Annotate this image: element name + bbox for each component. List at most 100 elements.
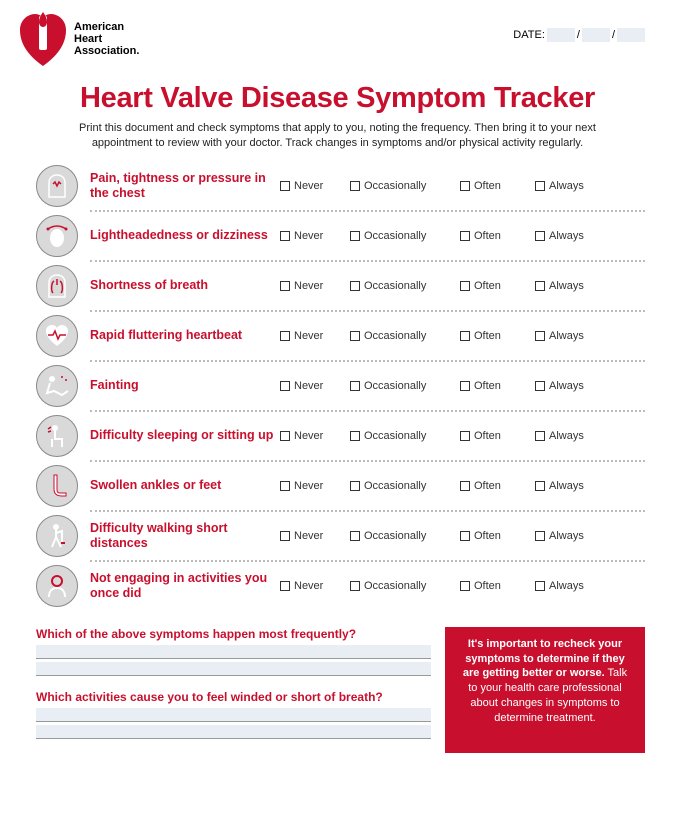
answer-line[interactable]	[36, 662, 431, 676]
checkbox[interactable]	[280, 481, 290, 491]
symptom-label: Shortness of breath	[90, 278, 280, 293]
checkbox[interactable]	[460, 231, 470, 241]
frequency-option[interactable]: Never	[280, 480, 350, 492]
checkbox[interactable]	[535, 181, 545, 191]
checkbox[interactable]	[535, 431, 545, 441]
frequency-options: Never Occasionally OftenAlways	[280, 180, 645, 192]
frequency-option[interactable]: Often	[460, 330, 535, 342]
frequency-options: NeverOccasionallyOften Always	[280, 380, 645, 392]
frequency-option[interactable]: Never	[280, 430, 350, 442]
frequency-option[interactable]: Often	[460, 180, 535, 192]
symptom-row: Lightheadedness or dizzinessNeverOccasio…	[0, 211, 675, 261]
frequency-option[interactable]: Always	[535, 480, 605, 492]
answer-line[interactable]	[36, 645, 431, 659]
frequency-option[interactable]: Never	[280, 180, 350, 192]
frequency-option[interactable]: Occasionally	[350, 330, 460, 342]
frequency-option[interactable]: Often	[460, 230, 535, 242]
checkbox[interactable]	[280, 431, 290, 441]
checkbox[interactable]	[350, 431, 360, 441]
frequency-option[interactable]: Never	[280, 330, 350, 342]
frequency-option[interactable]: Never	[280, 230, 350, 242]
checkbox[interactable]	[535, 481, 545, 491]
checkbox[interactable]	[280, 281, 290, 291]
frequency-option[interactable]: Occasionally	[350, 230, 460, 242]
frequency-option[interactable]: Never	[280, 280, 350, 292]
fainting-icon	[36, 365, 78, 407]
frequency-option[interactable]: Often	[460, 430, 535, 442]
checkbox[interactable]	[460, 331, 470, 341]
frequency-option[interactable]: Always	[535, 230, 605, 242]
answer-line[interactable]	[36, 725, 431, 739]
frequency-options: NeverOccasionallyOftenAlways	[280, 230, 645, 242]
checkbox[interactable]	[280, 581, 290, 591]
frequency-option[interactable]: Always	[535, 580, 605, 592]
frequency-label: Always	[549, 530, 584, 542]
checkbox[interactable]	[460, 431, 470, 441]
checkbox[interactable]	[535, 581, 545, 591]
checkbox[interactable]	[535, 281, 545, 291]
checkbox[interactable]	[350, 381, 360, 391]
sitting-icon	[36, 415, 78, 457]
checkbox[interactable]	[460, 381, 470, 391]
date-field-2[interactable]	[582, 28, 610, 42]
frequency-label: Often	[474, 330, 501, 342]
frequency-option[interactable]: Often	[460, 480, 535, 492]
heart-torch-logo-icon	[18, 10, 68, 68]
symptom-row: Shortness of breathNeverOccasionallyOfte…	[0, 261, 675, 311]
frequency-option[interactable]: Often	[460, 380, 535, 392]
checkbox[interactable]	[350, 481, 360, 491]
checkbox[interactable]	[350, 331, 360, 341]
frequency-option[interactable]: Always	[535, 380, 605, 392]
answer-line[interactable]	[36, 708, 431, 722]
frequency-option[interactable]: Occasionally	[350, 280, 460, 292]
frequency-option[interactable]: Always	[535, 330, 605, 342]
checkbox[interactable]	[350, 281, 360, 291]
checkbox[interactable]	[280, 381, 290, 391]
frequency-label: Always	[549, 380, 584, 392]
checkbox[interactable]	[280, 181, 290, 191]
checkbox[interactable]	[535, 331, 545, 341]
frequency-option[interactable]: Never	[280, 380, 350, 392]
checkbox[interactable]	[280, 531, 290, 541]
checkbox[interactable]	[460, 531, 470, 541]
frequency-option[interactable]: Often	[460, 580, 535, 592]
frequency-option[interactable]: Never	[280, 530, 350, 542]
frequency-option[interactable]: Occasionally	[350, 530, 460, 542]
frequency-option[interactable]: Occasionally	[350, 180, 460, 192]
frequency-label: Always	[549, 330, 584, 342]
date-field-3[interactable]	[617, 28, 645, 42]
checkbox[interactable]	[280, 231, 290, 241]
symptom-label: Lightheadedness or dizziness	[90, 228, 280, 243]
frequency-options: NeverOccasionallyOftenAlways	[280, 480, 645, 492]
checkbox[interactable]	[350, 581, 360, 591]
frequency-option[interactable]: Always	[535, 180, 605, 192]
frequency-options: NeverOccasionally Often Always	[280, 580, 645, 592]
frequency-option[interactable]: Always	[535, 530, 605, 542]
frequency-option[interactable]: Often	[460, 530, 535, 542]
frequency-option[interactable]: Occasionally	[350, 480, 460, 492]
checkbox[interactable]	[350, 231, 360, 241]
checkbox[interactable]	[535, 531, 545, 541]
frequency-option[interactable]: Occasionally	[350, 580, 460, 592]
frequency-option[interactable]: Always	[535, 430, 605, 442]
frequency-option[interactable]: Occasionally	[350, 430, 460, 442]
checkbox[interactable]	[460, 581, 470, 591]
checkbox[interactable]	[460, 481, 470, 491]
frequency-option[interactable]: Never	[280, 580, 350, 592]
frequency-label: Occasionally	[364, 180, 426, 192]
checkbox[interactable]	[460, 181, 470, 191]
date-field-1[interactable]	[547, 28, 575, 42]
frequency-option[interactable]: Always	[535, 280, 605, 292]
checkbox[interactable]	[350, 531, 360, 541]
frequency-label: Often	[474, 580, 501, 592]
frequency-option[interactable]: Often	[460, 280, 535, 292]
checkbox[interactable]	[535, 231, 545, 241]
symptom-row: Not engaging in activities you once didN…	[0, 561, 675, 611]
question-1: Which of the above symptoms happen most …	[36, 627, 431, 676]
checkbox[interactable]	[350, 181, 360, 191]
frequency-label: Occasionally	[364, 430, 426, 442]
frequency-option[interactable]: Occasionally	[350, 380, 460, 392]
checkbox[interactable]	[460, 281, 470, 291]
checkbox[interactable]	[535, 381, 545, 391]
checkbox[interactable]	[280, 331, 290, 341]
